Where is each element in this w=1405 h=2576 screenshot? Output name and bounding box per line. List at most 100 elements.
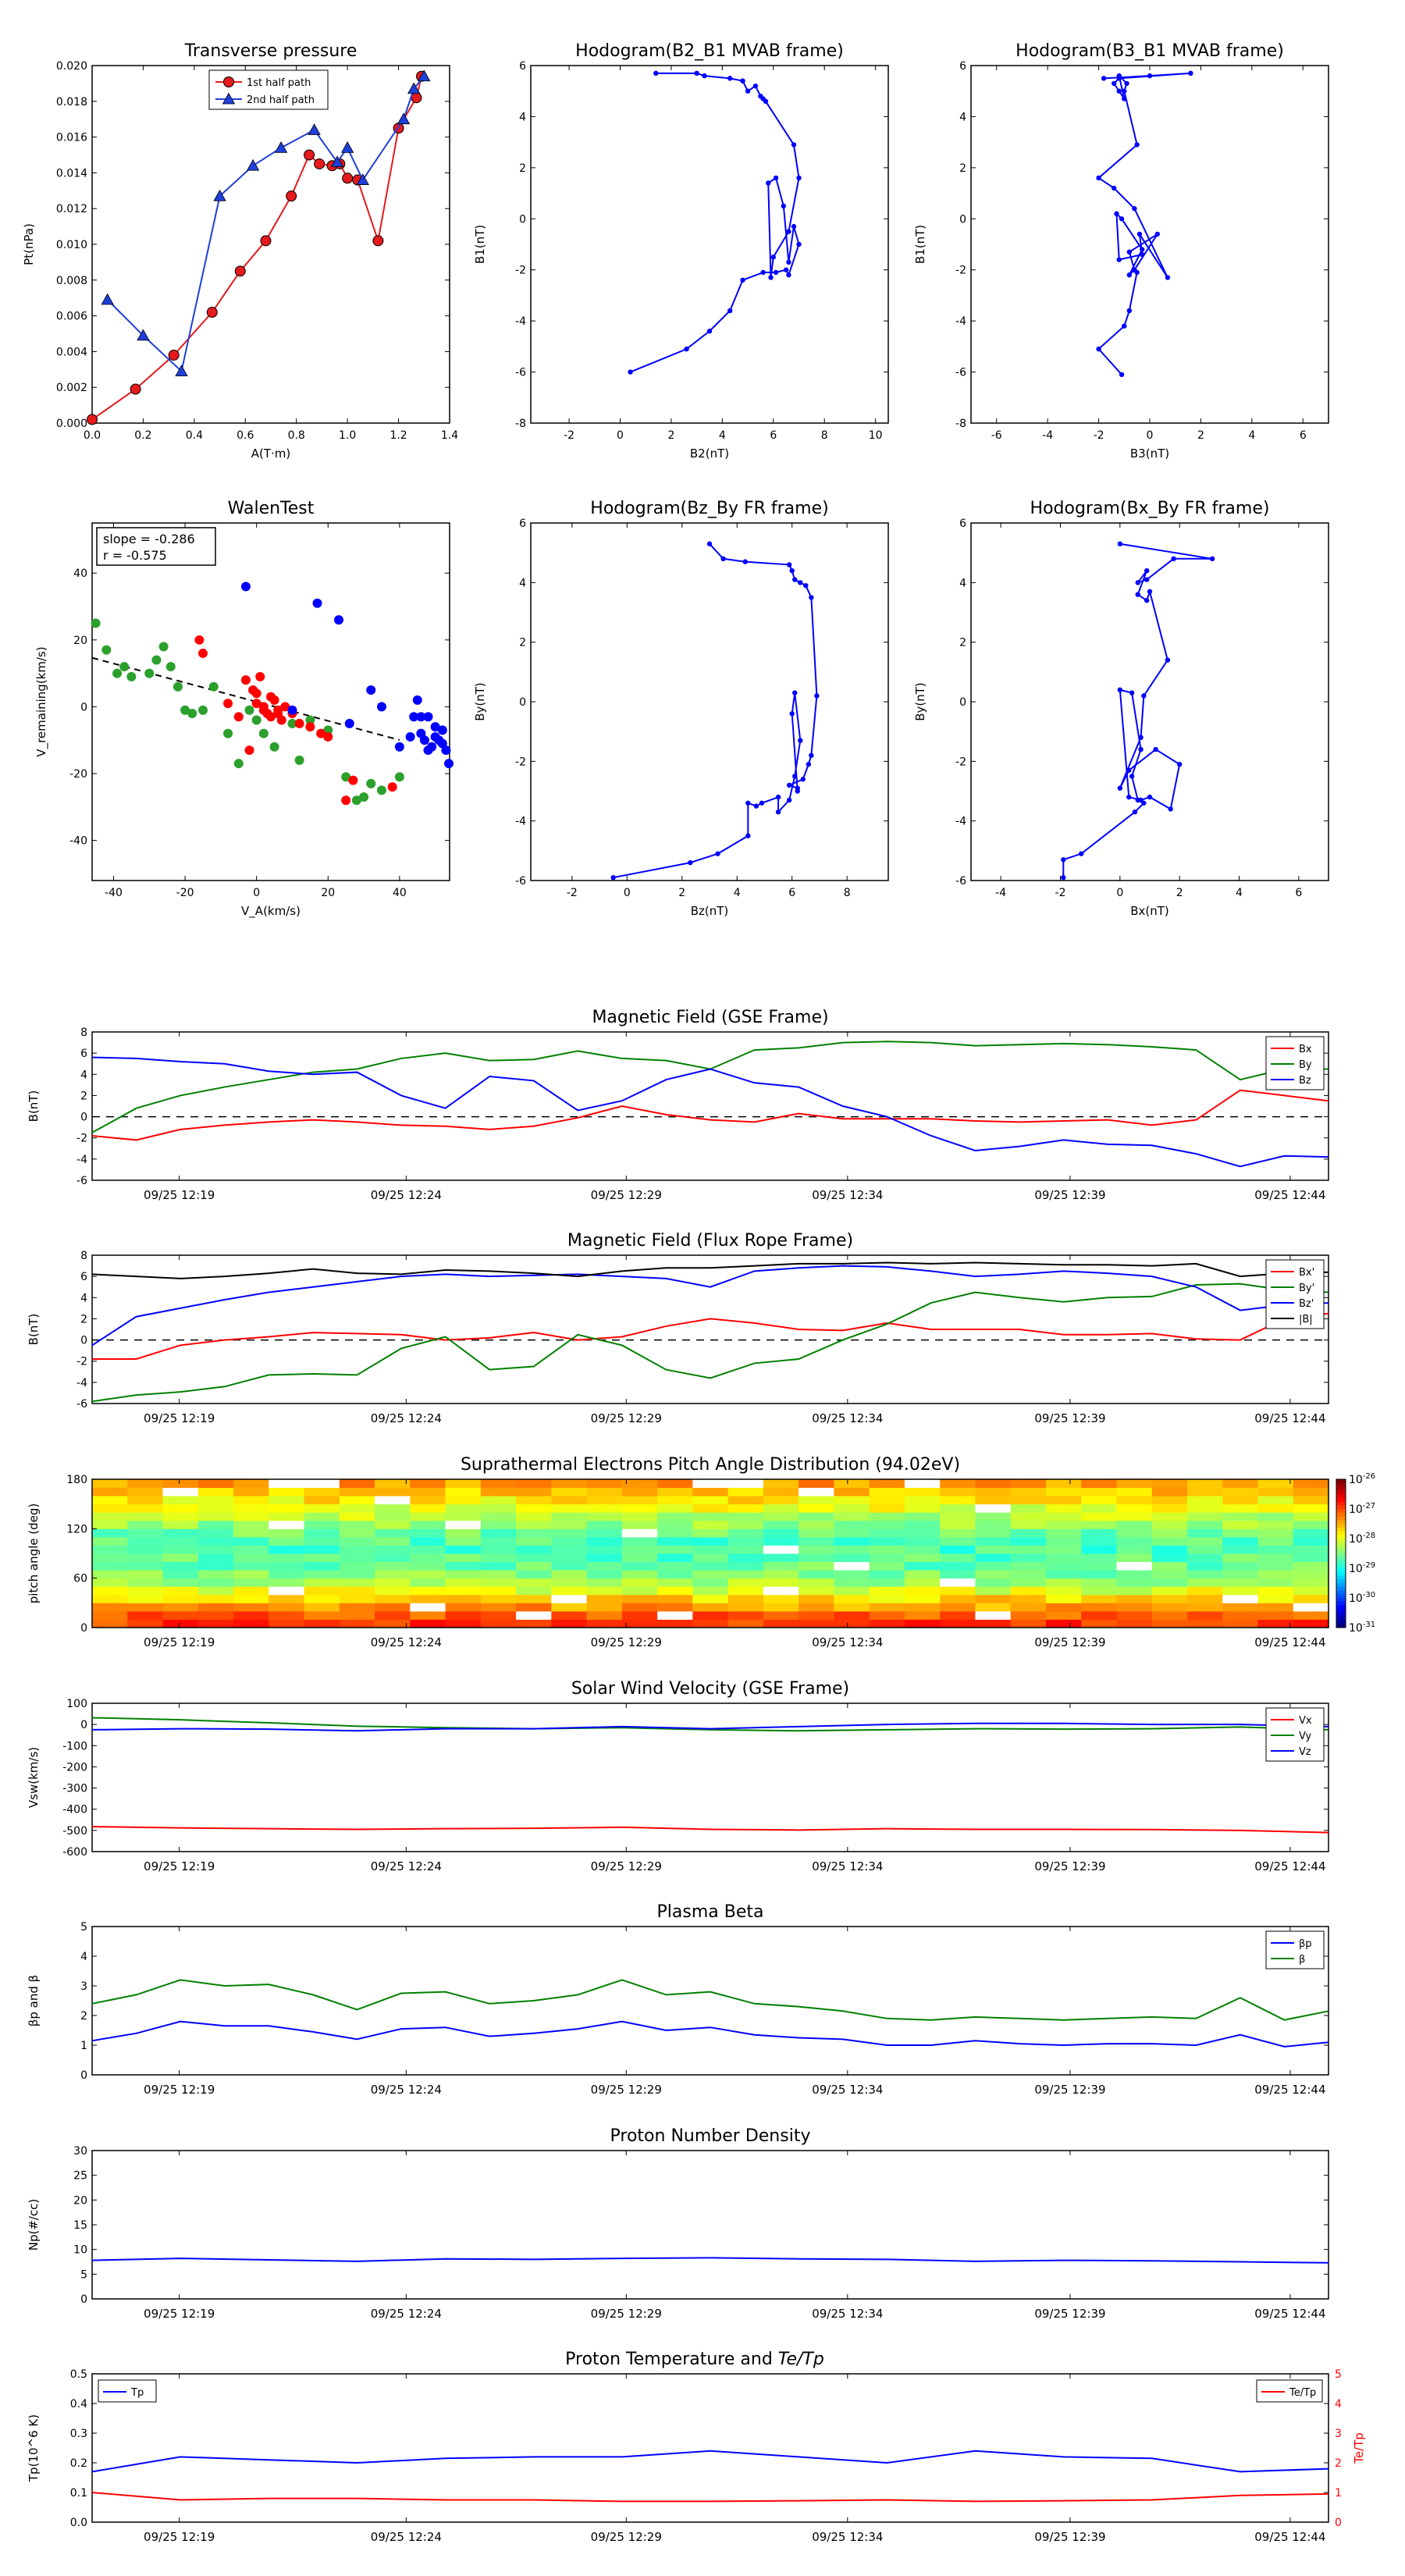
data-point bbox=[1141, 693, 1147, 699]
x-tick-label: 6 bbox=[1295, 887, 1302, 899]
heatmap-cell bbox=[127, 1496, 164, 1505]
time-tick-label: 09/25 12:19 bbox=[144, 2530, 215, 2544]
heatmap-cell bbox=[445, 1578, 482, 1587]
scatter-point-red bbox=[316, 728, 326, 738]
data-point bbox=[1147, 589, 1153, 594]
heatmap-cell bbox=[1222, 1512, 1258, 1521]
annotation-box bbox=[96, 527, 216, 566]
data-point bbox=[137, 329, 150, 341]
heatmap-cell bbox=[1116, 1553, 1153, 1563]
heatmap-cell bbox=[975, 1553, 1012, 1563]
series-line-Vz bbox=[91, 1722, 1329, 1732]
colorbar-exponent: -27 bbox=[1363, 1502, 1375, 1510]
data-point bbox=[1132, 809, 1138, 815]
data-point bbox=[775, 809, 781, 815]
heatmap-cell bbox=[1081, 1570, 1117, 1579]
heatmap-cell bbox=[657, 1603, 693, 1612]
series-line-|B| bbox=[91, 1261, 1329, 1279]
y-tick-label: -2 bbox=[515, 265, 526, 277]
heatmap-cell bbox=[1186, 1536, 1223, 1546]
heatmap-cell bbox=[763, 1619, 799, 1628]
heatmap-cell bbox=[375, 1479, 411, 1489]
heatmap-cell bbox=[269, 1570, 305, 1579]
colorbar-exponent: -28 bbox=[1363, 1532, 1375, 1540]
colorbar-exponent: -31 bbox=[1363, 1621, 1375, 1629]
heatmap-cell bbox=[1222, 1570, 1258, 1579]
heatmap-cell bbox=[233, 1553, 269, 1563]
y-tick-label: 6 bbox=[959, 518, 966, 530]
heatmap-cell bbox=[445, 1520, 482, 1529]
heatmap-cell bbox=[1010, 1570, 1047, 1579]
chart-title: Proton Number Density bbox=[610, 2126, 811, 2146]
heatmap-cell bbox=[1222, 1603, 1258, 1612]
heatmap-cell bbox=[763, 1603, 799, 1612]
y-tick-label: 5 bbox=[80, 1921, 87, 1934]
heatmap-cell bbox=[940, 1603, 976, 1612]
scatter-point-green bbox=[351, 795, 361, 806]
heatmap-cell bbox=[410, 1479, 446, 1489]
legend-label: βp bbox=[1299, 1938, 1312, 1950]
heatmap-cell bbox=[269, 1561, 305, 1571]
y-tick-label: 0.1 bbox=[70, 2487, 87, 2500]
data-point bbox=[1209, 556, 1215, 561]
y-axis-label: B1(nT) bbox=[913, 225, 927, 264]
data-point bbox=[1141, 800, 1147, 806]
heatmap-cell bbox=[799, 1586, 834, 1596]
heatmap-cell bbox=[1045, 1553, 1082, 1563]
data-point bbox=[1135, 592, 1140, 597]
heatmap-cell bbox=[480, 1512, 517, 1521]
x-tick-label: 10 bbox=[869, 429, 883, 442]
heatmap-cell bbox=[763, 1545, 799, 1554]
y-tick-label: 2 bbox=[80, 1090, 87, 1102]
heatmap-cell bbox=[1010, 1536, 1047, 1546]
scatter-point-green bbox=[151, 655, 162, 665]
heatmap-cell bbox=[692, 1479, 729, 1489]
heatmap-cell bbox=[410, 1545, 446, 1554]
chart-title: Hodogram(B2_B1 MVAB frame) bbox=[575, 41, 844, 61]
heatmap-cell bbox=[127, 1536, 164, 1546]
hodogram-b2-b1-chart: Hodogram(B2_B1 MVAB frame) B2(nT) B1(nT) -8… bbox=[473, 41, 889, 461]
colorbar-cell bbox=[1336, 1486, 1346, 1491]
heatmap-cell bbox=[940, 1561, 976, 1571]
heatmap-cell bbox=[869, 1594, 905, 1603]
heatmap-cell bbox=[657, 1520, 693, 1529]
heatmap-cell bbox=[480, 1520, 517, 1529]
x-tick-label: 20 bbox=[321, 887, 335, 899]
heatmap-cell bbox=[375, 1619, 411, 1628]
heatmap-cell bbox=[304, 1479, 340, 1489]
heatmap-cell bbox=[162, 1619, 199, 1628]
heatmap-cell bbox=[727, 1561, 764, 1571]
x-tick-label: 1.2 bbox=[389, 429, 407, 442]
y-tick-label: -2 bbox=[515, 756, 526, 768]
heatmap-cell bbox=[834, 1496, 870, 1505]
y-tick-label: 4 bbox=[80, 1069, 87, 1081]
data-point bbox=[1147, 794, 1153, 800]
data-point bbox=[786, 259, 791, 265]
heatmap-cell bbox=[162, 1570, 199, 1579]
heatmap-cell bbox=[763, 1570, 799, 1579]
heatmap-cell bbox=[480, 1487, 517, 1496]
heatmap-cell bbox=[1293, 1553, 1329, 1563]
heatmap-cell bbox=[869, 1496, 905, 1505]
heatmap-cell bbox=[445, 1610, 482, 1620]
y-axis-label: Tp(10^6 K) bbox=[27, 2414, 41, 2482]
data-point bbox=[418, 69, 431, 82]
heatmap-cell bbox=[551, 1594, 588, 1603]
heatmap-cell bbox=[763, 1536, 799, 1546]
heatmap-cell bbox=[834, 1586, 870, 1596]
data-point bbox=[786, 562, 792, 568]
heatmap-cell bbox=[304, 1503, 340, 1513]
chart-title: Hodogram(Bz_By FR frame) bbox=[590, 499, 828, 518]
heatmap-cell bbox=[162, 1603, 199, 1612]
heatmap-cell bbox=[1010, 1503, 1047, 1513]
heatmap-cell bbox=[586, 1487, 623, 1496]
data-point bbox=[742, 559, 748, 564]
heatmap-cell bbox=[1081, 1610, 1117, 1620]
colorbar-cell bbox=[1336, 1546, 1346, 1550]
heatmap-cell bbox=[233, 1594, 269, 1603]
heatmap-cell bbox=[940, 1496, 976, 1505]
hodogram-bx-by-chart: Hodogram(Bx_By FR frame) Bx(nT) By(nT) -6 -4… bbox=[913, 499, 1329, 918]
heatmap-cell bbox=[233, 1496, 269, 1505]
heatmap-cell bbox=[727, 1570, 764, 1579]
scatter-point-green bbox=[258, 728, 269, 738]
